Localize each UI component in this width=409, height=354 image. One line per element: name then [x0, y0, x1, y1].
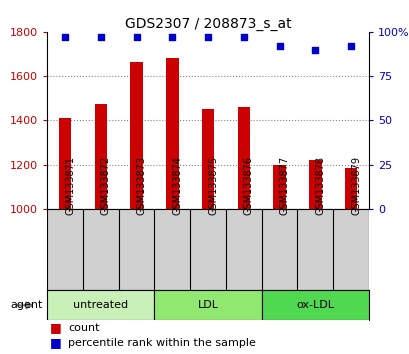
Title: GDS2307 / 208873_s_at: GDS2307 / 208873_s_at	[124, 17, 291, 31]
Text: percentile rank within the sample: percentile rank within the sample	[68, 338, 255, 348]
Bar	[201, 109, 214, 209]
Text: GSM133873: GSM133873	[136, 156, 146, 215]
Text: ■: ■	[50, 321, 62, 335]
Bar	[237, 107, 249, 209]
Point	[133, 34, 139, 40]
Point	[169, 34, 175, 40]
Text: GSM133875: GSM133875	[208, 156, 218, 215]
Point	[347, 43, 353, 49]
Text: GSM133876: GSM133876	[243, 156, 253, 215]
Text: GSM133879: GSM133879	[350, 156, 360, 215]
Text: GSM133877: GSM133877	[279, 156, 289, 215]
Bar	[344, 168, 357, 209]
Bar	[166, 58, 178, 209]
Point	[62, 34, 68, 40]
Text: count: count	[68, 323, 99, 333]
Text: GSM133874: GSM133874	[172, 156, 182, 215]
Text: ox-LDL: ox-LDL	[296, 300, 334, 310]
Bar	[47, 290, 154, 320]
Text: ■: ■	[50, 336, 62, 349]
Bar	[154, 290, 261, 320]
Text: agent: agent	[11, 300, 43, 310]
Point	[311, 47, 318, 52]
Point	[204, 34, 211, 40]
Bar	[58, 118, 71, 209]
Text: GSM133872: GSM133872	[101, 156, 110, 215]
Point	[240, 34, 247, 40]
Bar	[308, 160, 321, 209]
Text: GSM133878: GSM133878	[315, 156, 325, 215]
Text: LDL: LDL	[197, 300, 218, 310]
Point	[276, 43, 282, 49]
Bar	[94, 104, 107, 209]
Bar	[261, 290, 368, 320]
Text: GSM133871: GSM133871	[65, 156, 75, 215]
Point	[97, 34, 104, 40]
Bar	[130, 62, 142, 209]
Bar	[273, 165, 285, 209]
Text: untreated: untreated	[73, 300, 128, 310]
